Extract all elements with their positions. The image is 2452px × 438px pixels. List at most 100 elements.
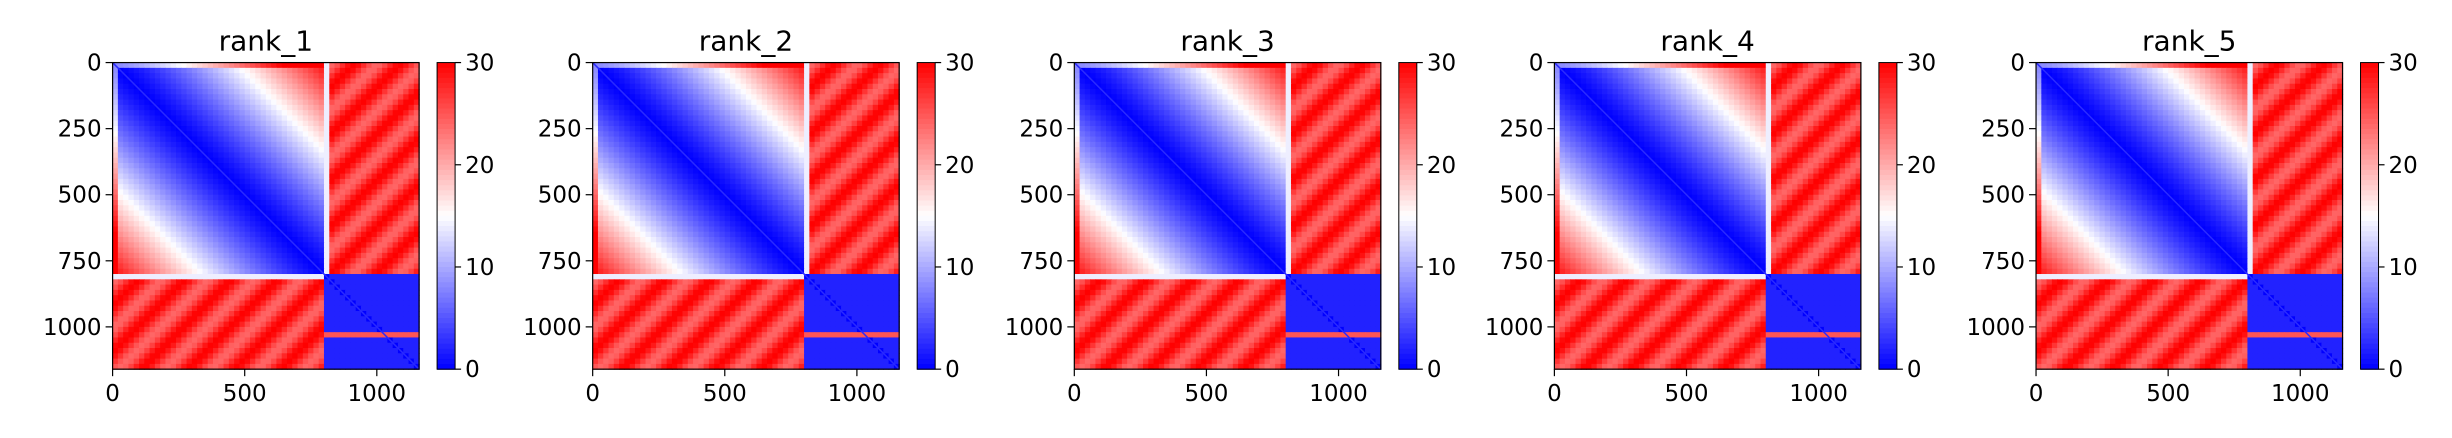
heatmap-cell (303, 242, 309, 248)
heatmap-cell (356, 68, 362, 74)
heatmap-cell (688, 94, 694, 100)
colorbar-segment (437, 165, 455, 171)
heatmap-cell (303, 205, 309, 211)
heatmap-cell (788, 137, 794, 143)
heatmap-cell (197, 84, 203, 90)
heatmap-cell (398, 332, 404, 338)
heatmap-cell (366, 300, 372, 306)
heatmap-cell (603, 158, 609, 164)
heatmap-cell (377, 63, 383, 69)
heatmap-cell (229, 248, 235, 254)
heatmap-cell (651, 189, 657, 195)
heatmap-cell (187, 216, 193, 222)
heatmap-cell (298, 195, 304, 201)
heatmap-cell (313, 126, 319, 132)
heatmap-cell (234, 63, 240, 69)
heatmap-cell (224, 348, 230, 354)
heatmap-cell (234, 174, 240, 180)
heatmap-cell (150, 174, 156, 180)
heatmap-cell (208, 322, 214, 328)
heatmap-cell (255, 306, 261, 312)
heatmap-cell (889, 189, 895, 195)
heatmap-cell (398, 242, 404, 248)
heatmap-cell (693, 105, 699, 111)
heatmap-cell (656, 179, 662, 185)
heatmap-cell (730, 94, 736, 100)
heatmap-cell (271, 163, 277, 169)
heatmap-cell (282, 300, 288, 306)
heatmap-cell (202, 126, 208, 132)
heatmap-cell (213, 253, 219, 259)
heatmap-cell (746, 142, 752, 148)
heatmap-cell (292, 311, 298, 317)
heatmap-cell (292, 110, 298, 116)
heatmap-cell (356, 332, 362, 338)
heatmap-cell (134, 131, 140, 137)
heatmap-cell (356, 285, 362, 291)
heatmap-cell (218, 232, 224, 238)
heatmap-cell (287, 343, 293, 349)
colorbar-segment (437, 160, 455, 166)
heatmap-cell (213, 174, 219, 180)
heatmap-cell (197, 184, 203, 190)
heatmap-cell (271, 168, 277, 174)
heatmap-cell (276, 152, 282, 158)
heatmap-cell (366, 237, 372, 243)
heatmap-cell (609, 105, 615, 111)
heatmap-cell (165, 105, 171, 111)
heatmap-cell (852, 158, 858, 164)
heatmap-cell (646, 147, 652, 153)
heatmap-cell (234, 343, 240, 349)
heatmap-cell (815, 137, 821, 143)
heatmap-cell (261, 121, 267, 127)
heatmap-cell (783, 89, 789, 95)
heatmap-cell (646, 142, 652, 148)
heatmap-cell (878, 195, 884, 201)
heatmap-cell (598, 63, 604, 69)
heatmap-cell (202, 359, 208, 365)
heatmap-cell (698, 189, 704, 195)
heatmap-cell (239, 137, 245, 143)
heatmap-cell (319, 105, 325, 111)
heatmap-cell (403, 184, 409, 190)
heatmap-cell (213, 131, 219, 137)
heatmap-cell (393, 242, 399, 248)
heatmap-cell (218, 216, 224, 222)
heatmap-cell (335, 78, 341, 84)
heatmap-cell (176, 142, 182, 148)
heatmap-cell (725, 126, 731, 132)
heatmap-cell (398, 359, 404, 365)
heatmap-cell (852, 105, 858, 111)
heatmap-cell (624, 126, 630, 132)
heatmap-cell (366, 179, 372, 185)
heatmap-cell (261, 184, 267, 190)
heatmap-cell (867, 168, 873, 174)
heatmap-cell (261, 269, 267, 275)
heatmap-cell (356, 253, 362, 259)
heatmap-cell (767, 179, 773, 185)
heatmap-cell (387, 174, 393, 180)
colorbar-tick-label: 20 (465, 153, 494, 179)
heatmap-cell (651, 147, 657, 153)
heatmap-cell (651, 63, 657, 69)
heatmap-cell (593, 152, 599, 158)
heatmap-cell (883, 78, 889, 84)
heatmap-cell (213, 258, 219, 264)
heatmap-cell (292, 163, 298, 169)
heatmap-cell (873, 163, 879, 169)
heatmap-cell (382, 327, 388, 333)
heatmap-cell (266, 94, 272, 100)
heatmap-cell (762, 100, 768, 106)
heatmap-cell (603, 68, 609, 74)
heatmap-cell (799, 100, 805, 106)
heatmap-cell (640, 131, 646, 137)
heatmap-cell (123, 316, 129, 322)
heatmap-cell (340, 94, 346, 100)
heatmap-cell (181, 152, 187, 158)
heatmap-cell (187, 311, 193, 317)
heatmap-cell (234, 242, 240, 248)
heatmap-cell (150, 189, 156, 195)
heatmap-cell (165, 258, 171, 264)
heatmap-cell (720, 110, 726, 116)
heatmap-cell (165, 300, 171, 306)
